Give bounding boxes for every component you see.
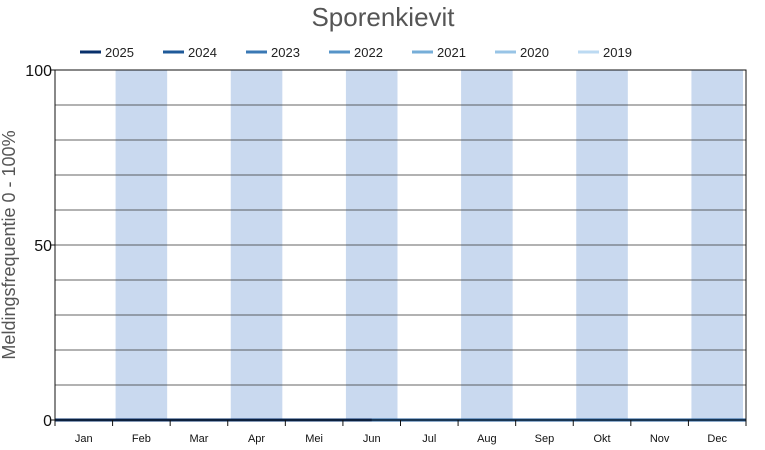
x-tick-label-jul: Jul [422,433,436,445]
x-tick-label-aug: Aug [477,433,497,445]
y-tick-label: 50 [34,238,52,255]
gridlines [55,104,746,386]
legend-item-2021[interactable]: 2021 [412,45,466,60]
x-tick-label-sep: Sep [535,433,555,445]
legend-item-2023[interactable]: 2023 [246,45,300,60]
y-tick-label: 0 [43,413,52,430]
y-tick-label: 100 [25,63,52,80]
y-axis-ticks: 0 50 100 [25,63,55,430]
legend[interactable]: 2025 2024 2023 2022 2021 2020 2019 [80,45,632,60]
x-tick-label-mar: Mar [189,433,208,445]
legend-item-2025[interactable]: 2025 [80,45,134,60]
legend-label: 2019 [603,45,632,60]
x-tick-label-okt: Okt [593,433,610,445]
x-axis-ticks: Jan Feb Mar Apr Mei Jun Jul Aug Sep Okt Nov Dec [54,420,747,445]
legend-item-2019[interactable]: 2019 [578,45,632,60]
chart-title: Sporenkievit [311,2,455,32]
x-tick-label-feb: Feb [132,433,151,445]
x-tick-label-mei: Mei [305,433,323,445]
legend-label: 2022 [354,45,383,60]
x-tick-label-jan: Jan [75,433,93,445]
legend-item-2024[interactable]: 2024 [163,45,217,60]
legend-label: 2023 [271,45,300,60]
legend-label: 2020 [520,45,549,60]
legend-item-2022[interactable]: 2022 [329,45,383,60]
y-axis-label: Meldingsfrequentie 0 - 100% [0,130,19,359]
x-tick-label-dec: Dec [707,433,727,445]
legend-label: 2024 [188,45,217,60]
legend-label: 2021 [437,45,466,60]
x-tick-label-nov: Nov [650,433,670,445]
legend-label: 2025 [105,45,134,60]
x-tick-label-jun: Jun [363,433,381,445]
x-tick-label-apr: Apr [248,433,265,445]
legend-item-2020[interactable]: 2020 [495,45,549,60]
